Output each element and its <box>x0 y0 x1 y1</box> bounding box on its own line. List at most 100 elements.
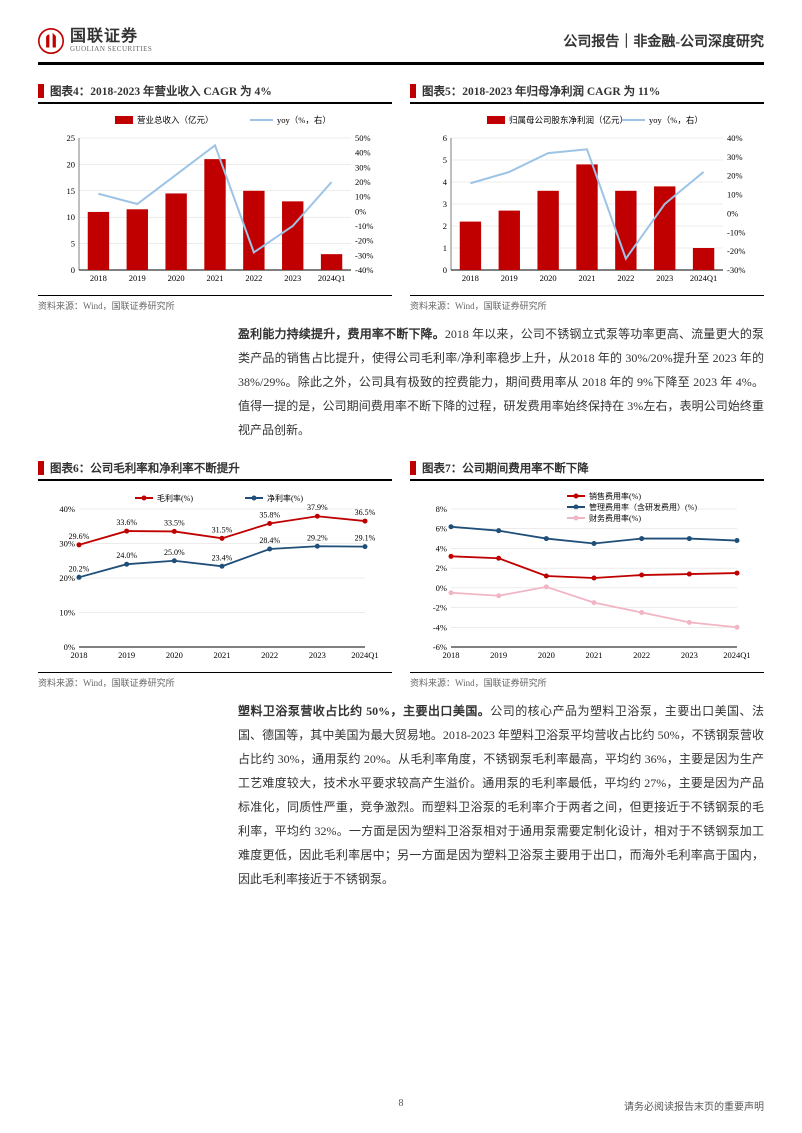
svg-text:29.6%: 29.6% <box>69 532 90 541</box>
svg-text:40%: 40% <box>59 504 75 514</box>
footer-disclaimer: 请务必阅读报告末页的重要声明 <box>624 1098 764 1113</box>
logo-icon <box>38 28 64 54</box>
svg-text:销售费用率(%): 销售费用率(%) <box>589 491 641 501</box>
svg-text:2021: 2021 <box>579 273 596 283</box>
svg-text:10%: 10% <box>59 608 75 618</box>
chart-7-canvas: 销售费用率(%)管理费用率（含研发费用）(%)财务费用率(%)-6%-4%-2%… <box>410 487 764 667</box>
svg-text:2024Q1: 2024Q1 <box>690 273 717 283</box>
chart-5-source: 资料来源：Wind，国联证券研究所 <box>410 295 764 312</box>
document-type: 公司报告｜非金融-公司深度研究 <box>563 31 764 51</box>
logo-name-en: GUOLIAN SECURITIES <box>70 46 152 54</box>
svg-text:30%: 30% <box>355 162 371 172</box>
svg-text:2020: 2020 <box>540 273 557 283</box>
svg-text:-20%: -20% <box>727 246 745 256</box>
page-header: 国联证券 GUOLIAN SECURITIES 公司报告｜非金融-公司深度研究 <box>38 28 764 62</box>
svg-text:20.2%: 20.2% <box>69 564 90 573</box>
svg-text:0: 0 <box>443 265 447 275</box>
svg-text:2024Q1: 2024Q1 <box>351 650 378 660</box>
svg-text:归属母公司股东净利润（亿元）: 归属母公司股东净利润（亿元） <box>509 115 628 125</box>
svg-text:1: 1 <box>443 243 447 253</box>
chart-6-title: 图表6：公司毛利率和净利率不断提升 <box>50 460 240 476</box>
svg-text:33.5%: 33.5% <box>164 518 185 527</box>
svg-text:2021: 2021 <box>207 273 224 283</box>
svg-text:4%: 4% <box>436 543 447 553</box>
svg-text:35.8%: 35.8% <box>259 510 280 519</box>
svg-text:2019: 2019 <box>129 273 146 283</box>
chart-5-canvas: 归属母公司股东净利润（亿元）yoy（%，右）0123456-30%-20%-10… <box>410 110 764 290</box>
svg-text:毛利率(%): 毛利率(%) <box>157 493 193 503</box>
svg-text:-30%: -30% <box>727 265 745 275</box>
paragraph-1: 盈利能力持续提升，费用率不断下降。2018 年以来，公司不锈钢立式泵等功率更高、… <box>238 322 764 442</box>
svg-text:2023: 2023 <box>309 650 326 660</box>
company-logo: 国联证券 GUOLIAN SECURITIES <box>38 28 152 54</box>
svg-text:29.1%: 29.1% <box>355 534 376 543</box>
svg-text:6: 6 <box>443 133 447 143</box>
svg-text:3: 3 <box>443 199 447 209</box>
svg-text:0: 0 <box>71 265 75 275</box>
svg-text:-2%: -2% <box>433 603 447 613</box>
svg-text:2024Q1: 2024Q1 <box>723 650 750 660</box>
chart-5-box: 图表5：2018-2023 年归母净利润 CAGR 为 11% 归属母公司股东净… <box>410 83 764 312</box>
header-divider <box>38 62 764 65</box>
svg-text:净利率(%): 净利率(%) <box>267 493 303 503</box>
chart-7-source: 资料来源：Wind，国联证券研究所 <box>410 672 764 689</box>
svg-text:2: 2 <box>443 221 447 231</box>
svg-text:50%: 50% <box>355 133 371 143</box>
svg-text:-20%: -20% <box>355 236 373 246</box>
chart-4-box: 图表4：2018-2023 年营业收入 CAGR 为 4% 营业总收入（亿元） y… <box>38 83 392 312</box>
svg-text:0%: 0% <box>436 583 447 593</box>
svg-text:0%: 0% <box>727 208 738 218</box>
svg-text:yoy（%，右）: yoy（%，右） <box>277 115 331 125</box>
svg-text:24.0%: 24.0% <box>116 551 137 560</box>
svg-text:-30%: -30% <box>355 250 373 260</box>
paragraph-2-bold: 塑料卫浴泵营收占比约 50%，主要出口美国。 <box>238 704 490 718</box>
svg-text:33.6%: 33.6% <box>116 518 137 527</box>
svg-text:10: 10 <box>67 212 76 222</box>
svg-text:2018: 2018 <box>71 650 88 660</box>
svg-text:25.0%: 25.0% <box>164 548 185 557</box>
svg-text:28.4%: 28.4% <box>259 536 280 545</box>
svg-text:2020: 2020 <box>166 650 183 660</box>
svg-text:30%: 30% <box>727 152 743 162</box>
svg-text:6%: 6% <box>436 524 447 534</box>
page-number: 8 <box>399 1098 404 1109</box>
logo-name-cn: 国联证券 <box>70 28 152 46</box>
svg-text:2020: 2020 <box>538 650 555 660</box>
chart-4-source: 资料来源：Wind，国联证券研究所 <box>38 295 392 312</box>
chart-5-title: 图表5：2018-2023 年归母净利润 CAGR 为 11% <box>422 83 660 99</box>
svg-text:2023: 2023 <box>284 273 301 283</box>
svg-text:31.5%: 31.5% <box>212 525 233 534</box>
svg-text:20%: 20% <box>59 573 75 583</box>
svg-text:营业总收入（亿元）: 营业总收入（亿元） <box>137 115 214 125</box>
svg-text:2022: 2022 <box>617 273 634 283</box>
svg-text:2020: 2020 <box>168 273 185 283</box>
svg-text:25: 25 <box>67 133 76 143</box>
svg-text:2021: 2021 <box>214 650 231 660</box>
svg-text:8%: 8% <box>436 504 447 514</box>
chart-6-source: 资料来源：Wind，国联证券研究所 <box>38 672 392 689</box>
chart-6-box: 图表6：公司毛利率和净利率不断提升 毛利率(%)净利率(%)0%10%20%30… <box>38 460 392 689</box>
chart-4-canvas: 营业总收入（亿元）yoy（%，右）0510152025-40%-30%-20%-… <box>38 110 392 290</box>
paragraph-2: 塑料卫浴泵营收占比约 50%，主要出口美国。公司的核心产品为塑料卫浴泵，主要出口… <box>238 699 764 891</box>
svg-text:财务费用率(%): 财务费用率(%) <box>589 513 641 523</box>
paragraph-2-text: 公司的核心产品为塑料卫浴泵，主要出口美国、法国、德国等，其中美国为最大贸易地。2… <box>238 704 764 886</box>
page-footer: 8 请务必阅读报告末页的重要声明 <box>38 1098 764 1109</box>
svg-text:2019: 2019 <box>118 650 135 660</box>
svg-text:2021: 2021 <box>586 650 603 660</box>
svg-text:4: 4 <box>443 177 448 187</box>
svg-text:2019: 2019 <box>490 650 507 660</box>
svg-text:2022: 2022 <box>261 650 278 660</box>
chart-6-canvas: 毛利率(%)净利率(%)0%10%20%30%40%20182019202020… <box>38 487 392 667</box>
chart-4-title: 图表4：2018-2023 年营业收入 CAGR 为 4% <box>50 83 272 99</box>
svg-text:2018: 2018 <box>462 273 479 283</box>
svg-text:10%: 10% <box>355 192 371 202</box>
svg-text:37.9%: 37.9% <box>307 503 328 512</box>
paragraph-1-text: 2018 年以来，公司不锈钢立式泵等功率更高、流量更大的泵类产品的销售占比提升，… <box>238 327 764 437</box>
svg-text:15: 15 <box>67 186 76 196</box>
svg-text:2%: 2% <box>436 563 447 573</box>
svg-text:-4%: -4% <box>433 622 447 632</box>
chart-7-box: 图表7：公司期间费用率不断下降 销售费用率(%)管理费用率（含研发费用）(%)财… <box>410 460 764 689</box>
svg-text:5: 5 <box>71 239 75 249</box>
svg-text:23.4%: 23.4% <box>212 553 233 562</box>
paragraph-1-bold: 盈利能力持续提升，费用率不断下降。 <box>238 327 445 341</box>
